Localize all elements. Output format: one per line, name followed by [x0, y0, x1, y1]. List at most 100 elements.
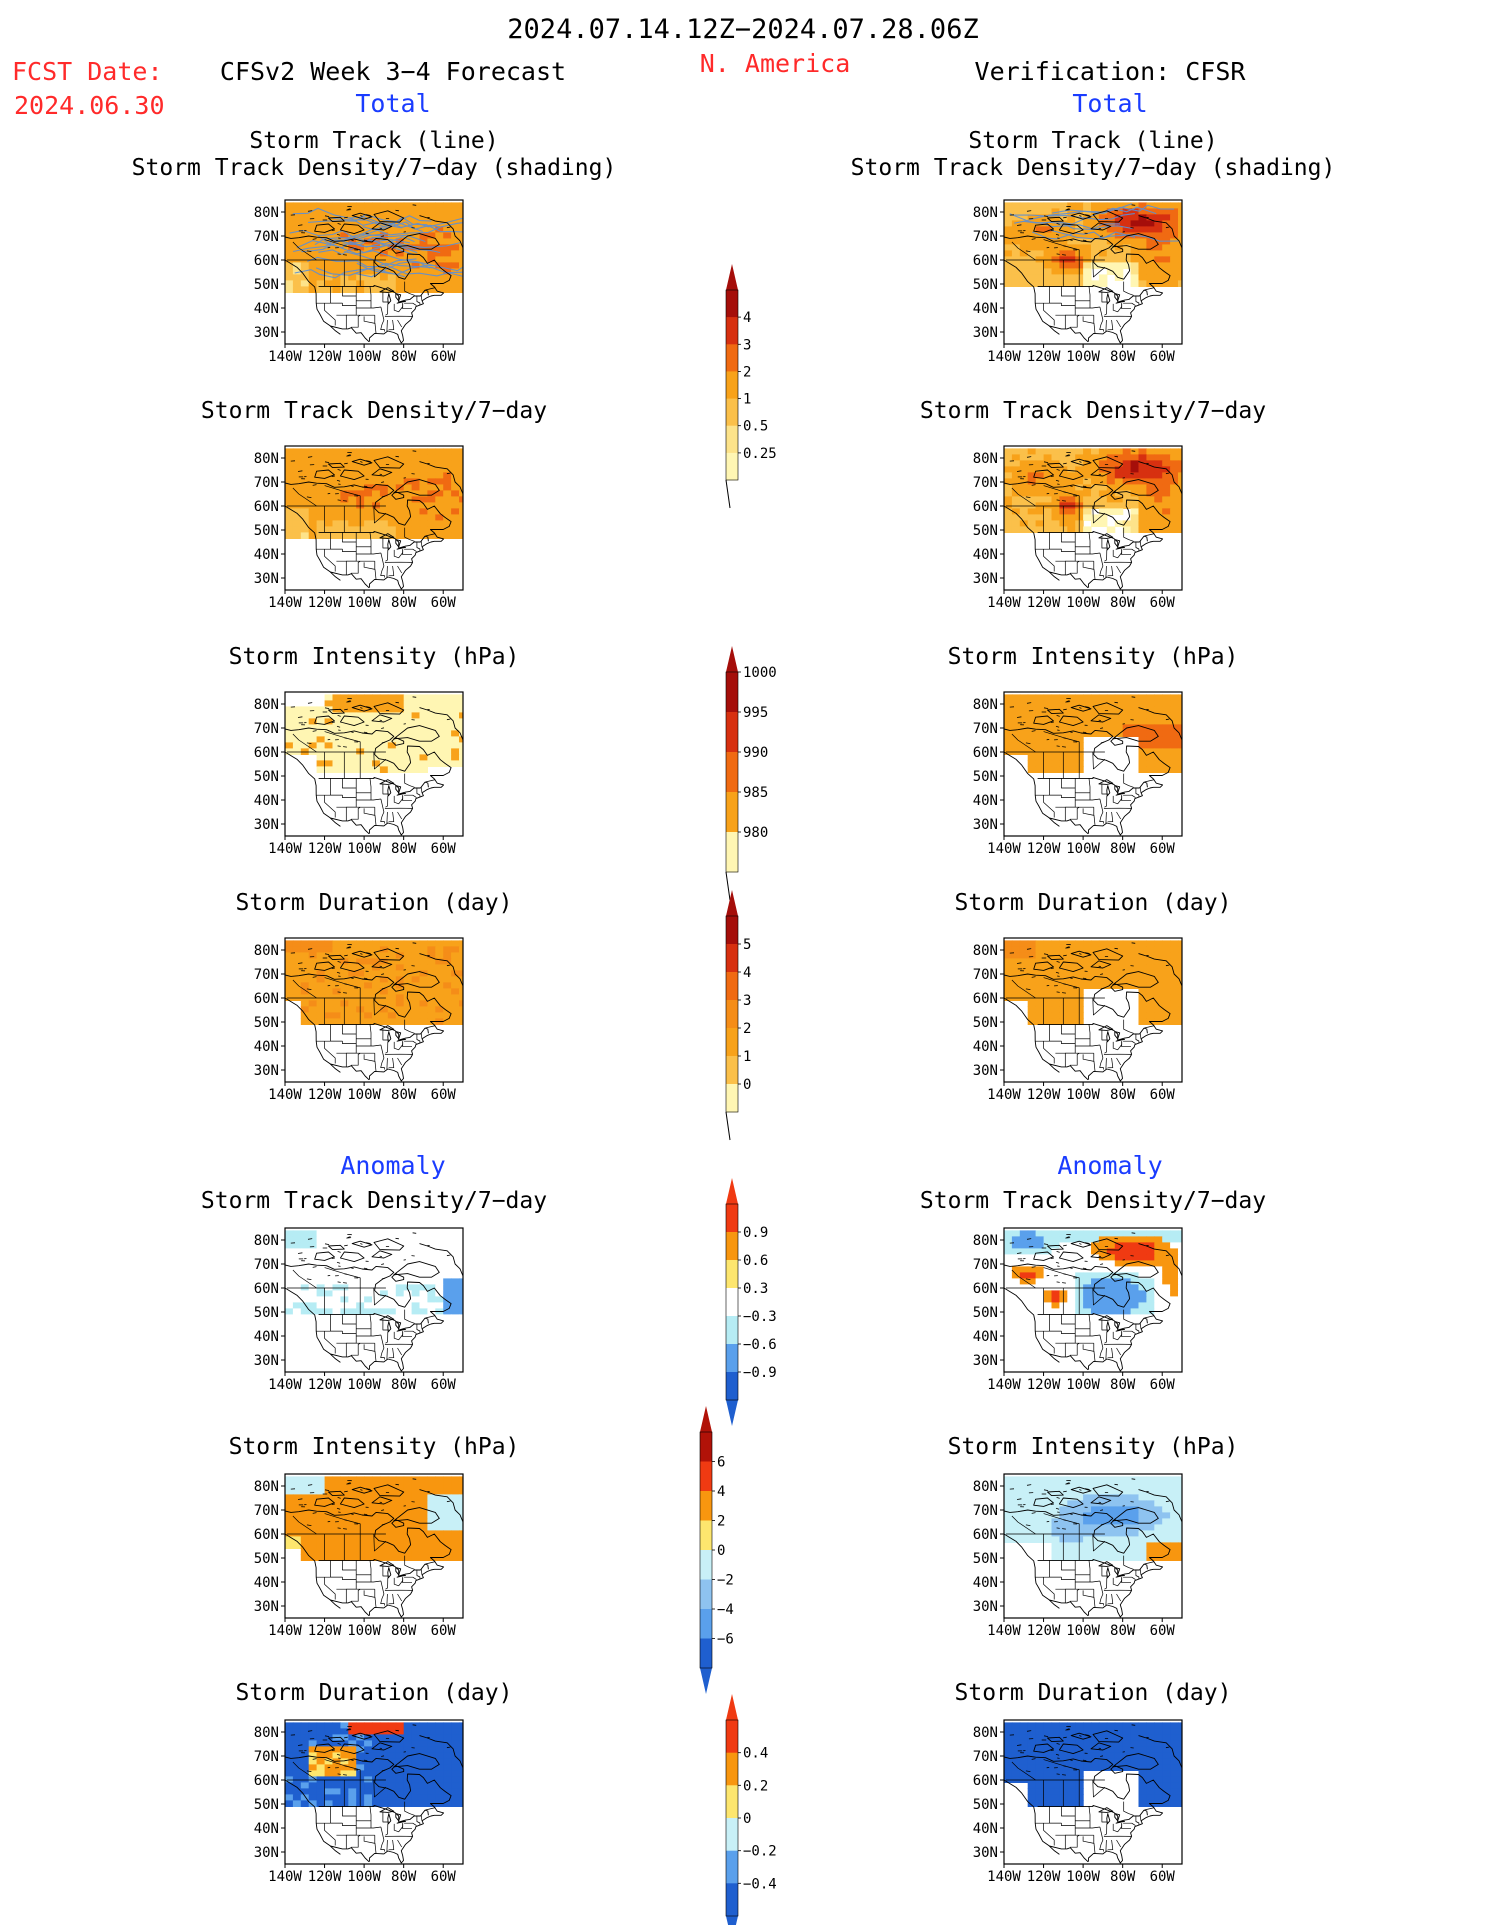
grid-cell — [308, 964, 318, 971]
grid-cell — [1098, 274, 1108, 281]
grid-cell — [1146, 964, 1155, 971]
grid-cell — [340, 286, 349, 293]
coastline — [419, 215, 463, 251]
grid-cell — [324, 1338, 334, 1345]
grid-cell — [1011, 1326, 1021, 1333]
grid-cell — [356, 1500, 365, 1507]
grid-cell — [451, 1326, 460, 1333]
island — [1092, 456, 1124, 469]
grid-cell — [1154, 1278, 1163, 1285]
grid-cell — [443, 1362, 452, 1369]
grid-cell — [1178, 1248, 1182, 1255]
grid-cell — [1083, 1236, 1092, 1243]
x-tick-label: 100W — [347, 595, 381, 611]
grid-cell — [324, 1536, 334, 1543]
grid-cell — [1004, 946, 1013, 953]
grid-cell — [1154, 274, 1163, 281]
x-tick-label: 60W — [431, 595, 457, 611]
grid-cell — [395, 1000, 405, 1007]
grid-cell — [1043, 976, 1053, 983]
grid-cell — [411, 448, 421, 455]
grid-cell — [1162, 1278, 1171, 1285]
grid-cell — [1098, 280, 1108, 287]
island — [328, 954, 345, 961]
grid-cell — [1178, 274, 1182, 281]
grid-cell — [1035, 1012, 1045, 1019]
grid-cell — [308, 484, 318, 491]
grid-cell — [1043, 946, 1053, 953]
province-border — [373, 505, 387, 524]
state-border — [1070, 560, 1080, 574]
grid-cell — [308, 976, 318, 983]
state-border — [1099, 552, 1104, 578]
grid-cell — [1067, 958, 1076, 965]
coast-fragment — [1056, 961, 1060, 963]
grid-cell — [387, 988, 397, 995]
grid-cell — [1178, 1362, 1182, 1369]
coast-fragment — [297, 716, 303, 718]
grid-cell — [324, 1302, 334, 1309]
grid-cell — [1004, 1230, 1013, 1237]
grid-cell — [356, 202, 365, 209]
grid-cell — [1067, 262, 1076, 269]
grid-cell — [1004, 484, 1013, 491]
grid-cell — [1122, 1302, 1132, 1309]
grid-cell — [1027, 982, 1037, 989]
grid-cell — [411, 1012, 421, 1019]
grid-cell — [324, 1260, 334, 1267]
grid-cell — [292, 466, 302, 473]
x-tick-label: 100W — [1066, 595, 1100, 611]
grid-cell — [285, 1308, 294, 1315]
coast-fragment — [365, 952, 371, 954]
grid-cell — [443, 1338, 452, 1345]
grid-cell — [459, 1350, 463, 1357]
state-border — [1107, 565, 1114, 577]
grid-cell — [387, 1308, 397, 1315]
grid-cell — [411, 1308, 421, 1315]
grid-cell — [300, 214, 310, 221]
grid-cell — [316, 730, 326, 737]
grid-cell — [316, 280, 326, 287]
grid-cell — [427, 760, 436, 767]
grid-cell — [340, 472, 349, 479]
grid-cell — [1106, 976, 1116, 983]
grid-cell — [435, 454, 444, 461]
country-border — [1037, 1312, 1148, 1331]
grid-cell — [1138, 1266, 1147, 1273]
grid-cell — [379, 508, 389, 515]
grid-cell — [427, 1338, 436, 1345]
grid-cell — [459, 694, 463, 701]
coast-fragment — [381, 1263, 385, 1265]
grid-cell — [435, 1248, 444, 1255]
grid-cell — [1067, 514, 1076, 521]
y-tick-label: 50N — [254, 1015, 279, 1031]
grid-cell — [324, 1506, 334, 1513]
grid-cell — [1004, 1248, 1013, 1255]
state-border — [1135, 1324, 1140, 1333]
grid-cell — [387, 274, 397, 281]
grid-cell — [332, 1326, 341, 1333]
grid-cell — [1004, 466, 1013, 473]
grid-cell — [427, 1494, 436, 1501]
grid-cell — [411, 1242, 421, 1249]
grid-cell — [292, 532, 302, 539]
grid-cell — [443, 1230, 452, 1237]
grid-cell — [427, 286, 436, 293]
grid-cell — [427, 454, 436, 461]
grid-cell — [427, 448, 436, 455]
grid-cell — [332, 1012, 341, 1019]
grid-cell — [372, 976, 381, 983]
grid-cell — [1004, 514, 1013, 521]
grid-cell — [348, 1338, 357, 1345]
grid-cell — [1027, 208, 1037, 215]
grid-cell — [364, 1302, 373, 1309]
grid-cell — [1146, 724, 1155, 731]
grid-cell — [1067, 1296, 1076, 1303]
grid-cell — [300, 730, 310, 737]
grid-cell — [332, 1500, 341, 1507]
grid-cell — [348, 472, 357, 479]
grid-cell — [1067, 1266, 1076, 1273]
grid-cell — [1154, 736, 1163, 743]
grid-cell — [443, 214, 452, 221]
grid-cell — [1059, 490, 1068, 497]
